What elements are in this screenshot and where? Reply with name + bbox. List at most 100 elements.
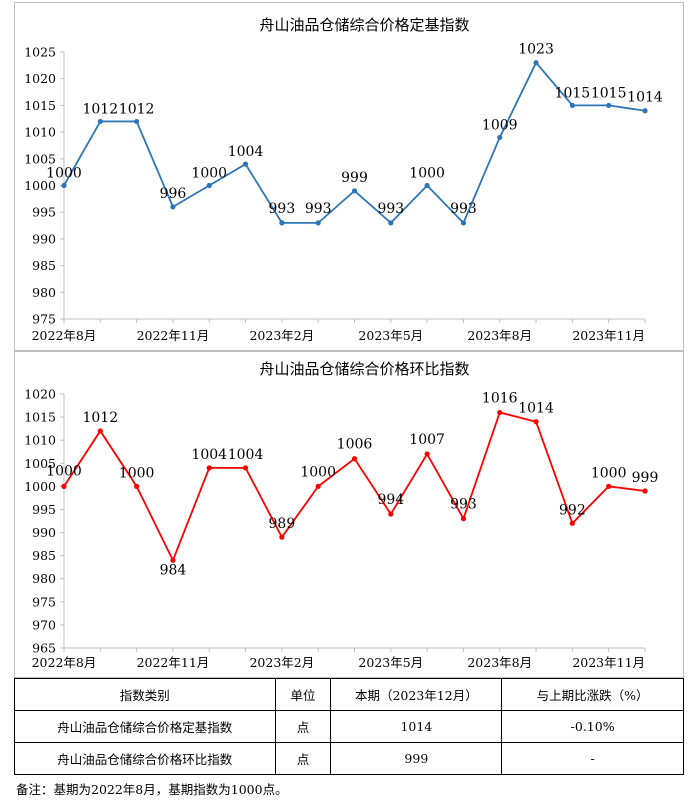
data-point: [642, 108, 648, 114]
data-label: 994: [377, 492, 404, 508]
footnote: 备注：基期为2022年8月，基期指数为1000点。: [16, 782, 288, 797]
data-label: 984: [160, 562, 187, 578]
data-point: [642, 488, 648, 494]
row2-change: -: [501, 742, 684, 775]
y-tick-label: 975: [32, 594, 56, 609]
header-unit: 单位: [274, 678, 332, 711]
data-label: 1000: [191, 166, 227, 182]
data-point: [170, 557, 176, 563]
data-point: [242, 465, 249, 471]
chart-title: 舟山油品仓储综合价格定基指数: [259, 16, 469, 34]
data-point: [134, 118, 140, 125]
data-point: [533, 60, 539, 66]
data-label: 1012: [119, 101, 155, 117]
row2-category: 舟山油品仓储综合价格环比指数: [14, 742, 276, 775]
data-label: 1006: [337, 437, 373, 453]
data-point: [351, 188, 358, 194]
row1-unit: 点: [274, 710, 332, 743]
data-point: [315, 483, 321, 489]
x-tick-label: 2022年11月: [137, 655, 210, 670]
data-point: [61, 182, 67, 189]
data-point: [569, 102, 575, 108]
data-point: [351, 456, 358, 462]
y-tick-label: 970: [32, 617, 56, 632]
y-tick-label: 980: [32, 285, 56, 300]
y-tick-label: 1010: [24, 433, 56, 448]
x-tick-label: 2023年2月: [249, 328, 314, 343]
y-tick-label: 985: [32, 548, 56, 563]
data-label: 1000: [119, 465, 155, 481]
data-label: 1015: [591, 85, 627, 101]
y-tick-label: 980: [32, 571, 56, 586]
x-tick-label: 2022年8月: [32, 655, 97, 670]
data-label: 1000: [591, 465, 627, 481]
data-label: 1000: [300, 464, 336, 480]
data-label: 989: [269, 516, 296, 532]
data-point: [424, 451, 430, 457]
data-label: 1012: [82, 101, 118, 117]
x-tick-label: 2023年5月: [358, 655, 423, 670]
x-tick-label: 2023年2月: [249, 655, 314, 670]
x-tick-label: 2023年8月: [467, 655, 532, 670]
data-point: [134, 483, 140, 489]
data-label: 1000: [46, 463, 82, 479]
data-label: 1023: [518, 42, 554, 58]
data-point: [569, 520, 575, 526]
y-tick-label: 1005: [24, 456, 56, 471]
data-label: 1007: [409, 432, 445, 448]
header-change: 与上期比涨跌（%）: [501, 678, 684, 711]
row1-current: 1014: [330, 710, 503, 743]
data-label: 1004: [228, 447, 264, 463]
fixed-base-index-svg: 舟山油品仓储综合价格定基指数97598098599099510001005101…: [24, 16, 663, 343]
x-tick-label: 2023年8月: [467, 328, 532, 343]
y-tick-label: 1015: [24, 410, 56, 425]
chain-index-svg: 舟山油品仓储综合价格环比指数96597097598098599099510001…: [24, 360, 659, 670]
y-tick-label: 995: [32, 205, 56, 220]
y-tick-label: 1005: [24, 151, 56, 166]
data-point: [497, 134, 503, 141]
index-summary-table: 指数类别 单位 本期（2023年12月） 与上期比涨跌（%） 舟山油品仓储综合价…: [14, 678, 684, 775]
data-label: 1004: [228, 144, 264, 160]
data-label: 993: [269, 201, 296, 217]
header-category: 指数类别: [14, 678, 276, 711]
data-label: 996: [160, 186, 187, 202]
data-label: 1009: [482, 117, 518, 133]
data-point: [388, 220, 394, 226]
data-label: 993: [377, 201, 404, 217]
y-tick-label: 1000: [24, 479, 56, 494]
data-label: 1000: [46, 166, 82, 182]
data-point: [533, 419, 539, 425]
series-line: [63, 411, 646, 563]
data-label: 1012: [82, 410, 118, 426]
data-label: 1004: [191, 447, 227, 463]
y-tick-label: 1000: [24, 178, 56, 193]
data-point: [497, 409, 503, 416]
row2-current: 999: [330, 742, 503, 775]
y-tick-label: 1015: [24, 98, 56, 113]
y-tick-label: 995: [32, 502, 56, 517]
data-point: [606, 483, 612, 489]
data-point: [242, 161, 249, 167]
data-point: [460, 516, 467, 522]
y-tick-label: 990: [32, 525, 56, 540]
data-point: [388, 511, 394, 517]
table-header-row: 指数类别 单位 本期（2023年12月） 与上期比涨跌（%）: [14, 678, 684, 711]
data-point: [206, 182, 212, 189]
y-tick-label: 1025: [24, 45, 56, 60]
data-label: 1014: [518, 401, 554, 417]
row1-category: 舟山油品仓储综合价格定基指数: [14, 710, 276, 743]
x-tick-label: 2023年11月: [572, 655, 645, 670]
y-tick-label: 1020: [24, 71, 56, 86]
fixed-base-index-chart: 舟山油品仓储综合价格定基指数 975 980 985 990 995 1000 1005 101…: [14, 2, 684, 351]
chart-title: 舟山油品仓储综合价格环比指数: [259, 360, 469, 378]
row1-change: -0.10%: [501, 710, 684, 743]
row2-unit: 点: [274, 742, 332, 775]
data-point: [170, 204, 176, 210]
table-row: 舟山油品仓储综合价格定基指数 点 1014 -0.10%: [14, 710, 684, 743]
data-label: 999: [632, 470, 659, 486]
y-tick-label: 985: [32, 258, 56, 273]
data-label: 1000: [409, 166, 445, 182]
data-point: [279, 220, 285, 226]
chain-index-chart: 舟山油品仓储综合价格环比指数 965 970 975 980 985 990 995 1000 1…: [14, 351, 684, 678]
data-label: 993: [450, 497, 477, 513]
